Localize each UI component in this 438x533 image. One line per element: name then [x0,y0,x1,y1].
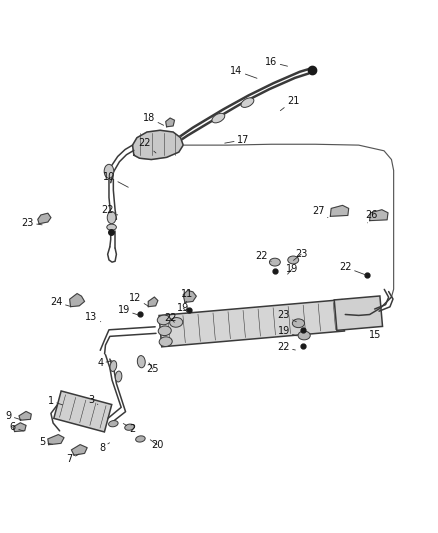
Text: 20: 20 [150,440,163,450]
Text: 1: 1 [48,396,63,406]
Polygon shape [133,130,183,159]
Ellipse shape [159,337,172,346]
Text: 17: 17 [225,135,249,145]
Text: 5: 5 [39,437,53,447]
Text: 23: 23 [277,310,297,322]
Text: 8: 8 [99,443,110,453]
Text: 27: 27 [312,206,328,217]
Polygon shape [48,434,64,445]
Text: 19: 19 [278,326,296,336]
Polygon shape [166,118,174,127]
Ellipse shape [158,326,171,336]
Text: 22: 22 [255,251,271,261]
Text: 21: 21 [280,95,300,111]
Ellipse shape [107,224,117,230]
Text: 16: 16 [265,57,287,67]
Text: 23: 23 [293,249,307,261]
Ellipse shape [115,371,122,382]
Bar [159,300,344,347]
Ellipse shape [138,356,145,368]
Text: 19: 19 [118,305,138,315]
Bar [334,296,382,330]
Polygon shape [370,210,388,221]
Bar [54,391,112,432]
Text: 9: 9 [6,411,21,421]
Text: 22: 22 [102,205,118,215]
Polygon shape [71,445,87,455]
Ellipse shape [212,114,225,123]
Ellipse shape [104,164,114,179]
Text: 12: 12 [129,293,148,306]
Text: 22: 22 [277,342,295,352]
Text: 25: 25 [146,363,159,374]
Text: 14: 14 [230,66,257,78]
Polygon shape [19,411,31,420]
Text: 18: 18 [143,113,164,125]
Text: 19: 19 [177,303,189,313]
Ellipse shape [292,319,304,328]
Polygon shape [13,423,26,432]
Text: 22: 22 [164,313,177,323]
Polygon shape [38,213,51,224]
Ellipse shape [125,424,134,430]
Ellipse shape [288,256,299,264]
Text: 11: 11 [181,288,194,302]
Ellipse shape [298,331,310,340]
Text: 24: 24 [50,297,70,308]
Ellipse shape [157,315,170,325]
Ellipse shape [136,436,145,442]
Text: 10: 10 [103,172,128,187]
Ellipse shape [107,212,116,224]
Text: 2: 2 [123,424,136,434]
Text: 13: 13 [85,312,101,322]
Polygon shape [330,205,349,216]
Ellipse shape [241,98,254,107]
Text: 7: 7 [67,454,79,464]
Text: 3: 3 [88,394,98,405]
Text: 15: 15 [369,328,381,341]
Text: 26: 26 [365,210,377,223]
Polygon shape [183,290,196,302]
Text: 22: 22 [339,262,365,274]
Text: 23: 23 [21,218,42,228]
Polygon shape [70,294,85,306]
Text: 19: 19 [286,264,298,274]
Text: 4: 4 [97,358,112,368]
Ellipse shape [170,318,183,327]
Text: 6: 6 [10,422,23,432]
Polygon shape [148,297,158,306]
Text: 22: 22 [138,139,156,153]
Ellipse shape [269,258,280,266]
Ellipse shape [110,361,117,372]
Ellipse shape [109,421,118,427]
